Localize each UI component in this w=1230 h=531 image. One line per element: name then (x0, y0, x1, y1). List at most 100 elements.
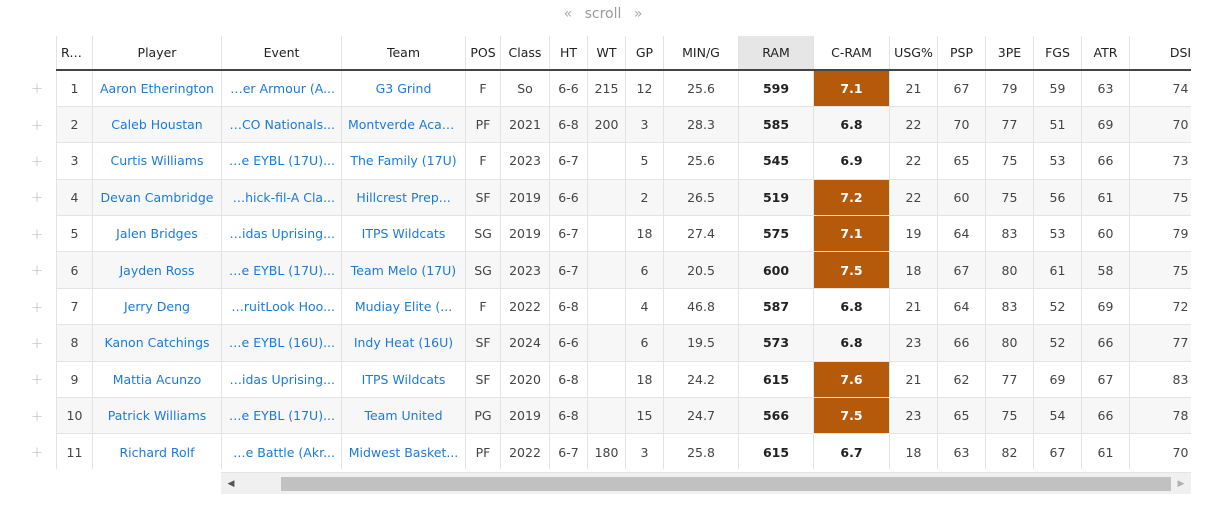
event-link-text[interactable]: RecruitLook Hoo... (221, 299, 336, 315)
cell-fgs: 67 (1033, 433, 1082, 469)
expand-row-icon[interactable]: + (30, 333, 44, 352)
scroll-right-icon[interactable]: ▶ (1177, 479, 1185, 489)
expand-row-icon[interactable]: + (30, 188, 44, 207)
column-header-dsi[interactable]: DSI (1129, 36, 1191, 71)
cell-usg: 21 (889, 288, 938, 326)
cell-player[interactable]: Curtis Williams (92, 142, 222, 180)
cell-player[interactable]: Caleb Houstan (92, 106, 222, 144)
cell-atr: 61 (1081, 179, 1130, 217)
column-header-c-ram[interactable]: C-RAM (813, 36, 890, 71)
cell-team[interactable]: Mudiay Elite (... (341, 288, 466, 326)
column-header-atr[interactable]: ATR (1081, 36, 1130, 71)
column-header-min-g[interactable]: MIN/G (663, 36, 739, 71)
column-header-fgs[interactable]: FGS (1033, 36, 1082, 71)
cell-player[interactable]: Aaron Etherington (92, 70, 222, 107)
cell-player[interactable]: Patrick Williams (92, 397, 222, 435)
cell-gp: 2 (625, 179, 664, 217)
cell-class: 2022 (500, 433, 550, 469)
expand-row-icon[interactable]: + (30, 370, 44, 389)
cell-player[interactable]: Richard Rolf (92, 433, 222, 469)
cell-team[interactable]: G3 Grind (341, 70, 466, 107)
column-header-rank[interactable]: Rank (56, 36, 93, 71)
event-link-text[interactable]: Nike EYBL (17U)... (221, 153, 335, 169)
cell-event[interactable]: : Adidas Uprising... (221, 215, 342, 253)
column-header-psp[interactable]: PSP (937, 36, 986, 71)
cell-psp: 66 (937, 324, 986, 362)
cell-team[interactable]: ITPS Wildcats (341, 215, 466, 253)
cell-dsi: 77 (1129, 324, 1191, 362)
cell-team[interactable]: Indy Heat (16U) (341, 324, 466, 362)
cell-event[interactable]: : Adidas Uprising... (221, 361, 342, 399)
event-link-text[interactable]: Nike EYBL (17U)... (221, 262, 335, 278)
event-link-text[interactable]: GEICO Nationals... (221, 117, 336, 133)
horizontal-scrollbar[interactable]: ◀ ▶ (221, 472, 1191, 494)
table-row: 6 Jayden Ross Nike EYBL (17U)... Team Melo … (56, 251, 1191, 289)
cell-psp: 64 (937, 215, 986, 253)
event-link-text[interactable]: Under Armour (A... (221, 80, 336, 96)
cell-event[interactable]: Nike EYBL (16U)... (221, 324, 342, 362)
cell-psp: 65 (937, 397, 986, 435)
column-header-class[interactable]: Class (500, 36, 550, 71)
event-link-text[interactable]: Nike EYBL (17U)... (221, 408, 335, 424)
expand-row-icon[interactable]: + (30, 224, 44, 243)
column-header-ht[interactable]: HT (549, 36, 588, 71)
cell-team[interactable]: The Family (17U) (341, 142, 466, 180)
cell-event[interactable]: Nike EYBL (17U)... (221, 142, 342, 180)
column-header-event[interactable]: Event (221, 36, 342, 71)
cell-event[interactable]: RecruitLook Hoo... (221, 288, 342, 326)
cell-ht: 6-7 (549, 251, 588, 289)
event-link-text[interactable]: 1 The Battle (Akr... (221, 444, 336, 460)
cell-team[interactable]: Montverde Acad... (341, 106, 466, 144)
column-header-gp[interactable]: GP (625, 36, 664, 71)
event-link-text[interactable]: : Adidas Uprising... (221, 371, 336, 387)
column-header-player[interactable]: Player (92, 36, 222, 71)
expand-row-icon[interactable]: + (30, 115, 44, 134)
column-header-usg[interactable]: USG% (889, 36, 938, 71)
cell-class: 2023 (500, 142, 550, 180)
event-link-text[interactable]: Nike EYBL (16U)... (221, 335, 335, 351)
expand-row-icon[interactable]: + (30, 297, 44, 316)
cell-team[interactable]: Team United (341, 397, 466, 435)
cell-event[interactable]: Nike EYBL (17U)... (221, 397, 342, 435)
cell-tpe: 80 (985, 251, 1034, 289)
expand-row-icon[interactable]: + (30, 443, 44, 462)
scrollbar-spacer (56, 469, 221, 494)
cell-team[interactable]: ITPS Wildcats (341, 361, 466, 399)
cell-player[interactable]: Jerry Deng (92, 288, 222, 326)
cell-team[interactable]: Hillcrest Prep... (341, 179, 466, 217)
cell-atr: 69 (1081, 288, 1130, 326)
cell-team[interactable]: Team Melo (17U) (341, 251, 466, 289)
column-header-3pe[interactable]: 3PE (985, 36, 1034, 71)
cell-event[interactable]: 3 Chick-fil-A Cla... (221, 179, 342, 217)
event-link-text[interactable]: : Adidas Uprising... (221, 226, 336, 242)
cell-player[interactable]: Kanon Catchings (92, 324, 222, 362)
cell-usg: 21 (889, 361, 938, 399)
cell-event[interactable]: Under Armour (A... (221, 70, 342, 107)
column-header-ram[interactable]: RAM (738, 36, 814, 71)
cell-gp: 12 (625, 70, 664, 107)
column-header-pos[interactable]: POS (465, 36, 501, 71)
expand-row-icon[interactable]: + (30, 406, 44, 425)
scrollbar-thumb[interactable] (281, 477, 1171, 491)
cell-event[interactable]: GEICO Nationals... (221, 106, 342, 144)
expand-row-icon[interactable]: + (30, 261, 44, 280)
cell-fgs: 54 (1033, 397, 1082, 435)
cell-event[interactable]: Nike EYBL (17U)... (221, 251, 342, 289)
cell-player[interactable]: Mattia Acunzo (92, 361, 222, 399)
expand-row-icon[interactable]: + (30, 151, 44, 170)
cell-dsi: 75 (1129, 179, 1191, 217)
cell-pos: SF (465, 324, 501, 362)
column-header-wt[interactable]: WT (587, 36, 626, 71)
cell-team[interactable]: Midwest Basket... (341, 433, 466, 469)
cell-player[interactable]: Devan Cambridge (92, 179, 222, 217)
expand-row-icon[interactable]: + (30, 79, 44, 98)
cell-event[interactable]: 1 The Battle (Akr... (221, 433, 342, 469)
event-link-text[interactable]: 3 Chick-fil-A Cla... (224, 189, 335, 205)
column-header-team[interactable]: Team (341, 36, 466, 71)
cell-player[interactable]: Jayden Ross (92, 251, 222, 289)
cell-ht: 6-8 (549, 361, 588, 399)
cell-player[interactable]: Jalen Bridges (92, 215, 222, 253)
cell-ram: 615 (738, 361, 814, 399)
scroll-left-icon[interactable]: ◀ (227, 479, 235, 489)
cell-psp: 63 (937, 433, 986, 469)
